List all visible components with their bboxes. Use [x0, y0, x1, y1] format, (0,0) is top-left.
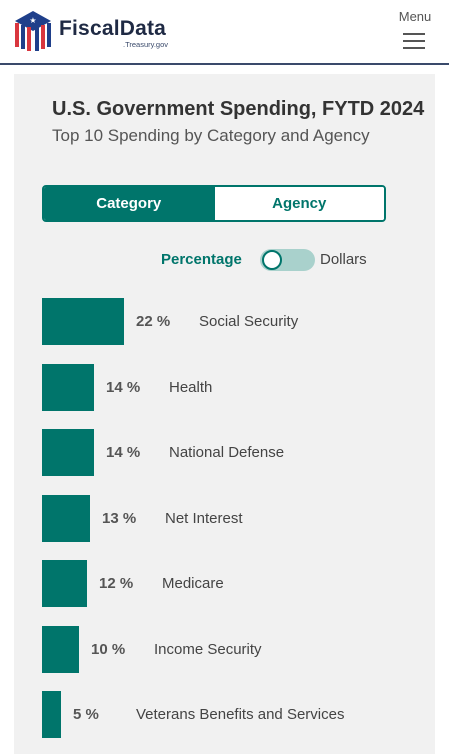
bar[interactable] [42, 626, 79, 673]
spending-bar-chart: 22 % Social Security 14 % Health 14 % Nationa… [14, 74, 435, 754]
tab-agency[interactable]: Agency [213, 187, 384, 220]
fiscaldata-logo-icon[interactable]: ★ [13, 9, 53, 53]
hamburger-menu-icon[interactable] [403, 33, 425, 54]
bar-value-label: 14 % [106, 444, 141, 461]
bar-value-label: 14 % [106, 379, 141, 396]
bar[interactable] [42, 691, 61, 738]
dollars-label[interactable]: Dollars [320, 251, 367, 268]
bar-category-label: Veterans Benefits and Services [136, 706, 345, 723]
bar[interactable] [42, 429, 94, 476]
percentage-dollars-switch[interactable] [260, 249, 315, 271]
bar[interactable] [42, 560, 87, 607]
percentage-label[interactable]: Percentage [161, 251, 242, 268]
bar[interactable] [42, 298, 124, 345]
switch-knob [262, 250, 282, 270]
bar[interactable] [42, 364, 94, 411]
bar[interactable] [42, 495, 90, 542]
bar-category-label: Health [169, 379, 213, 396]
card-subtitle: Top 10 Spending by Category and Agency [52, 126, 370, 145]
menu-button[interactable]: Menu [398, 9, 432, 51]
bar-category-label: Net Interest [165, 510, 243, 527]
bar-value-label: 22 % [136, 313, 171, 330]
bar-category-label: National Defense [169, 444, 285, 461]
bar-value-label: 12 % [99, 575, 134, 592]
menu-label: Menu [398, 9, 432, 24]
percentage-dollars-toggle-row: Percentage Dollars [14, 246, 435, 276]
bar-value-label: 5 % [73, 706, 99, 723]
bar-category-label: Income Security [154, 641, 262, 658]
svg-text:★: ★ [29, 16, 36, 25]
bar-value-label: 13 % [102, 510, 137, 527]
spending-card: U.S. Government Spending, FYTD 2024 Top … [14, 74, 435, 754]
bar-category-label: Social Security [199, 313, 299, 330]
category-agency-tabs: Category Agency [42, 185, 386, 222]
brand-name[interactable]: FiscalData [59, 17, 167, 40]
brand-subtitle: .Treasury.gov [123, 40, 169, 49]
bar-category-label: Medicare [162, 575, 224, 592]
tab-category[interactable]: Category [44, 187, 214, 220]
site-header: ★ FiscalData .Treasury.gov Menu [0, 0, 449, 65]
bar-value-label: 10 % [91, 641, 126, 658]
card-title: U.S. Government Spending, FYTD 2024 [52, 98, 425, 120]
